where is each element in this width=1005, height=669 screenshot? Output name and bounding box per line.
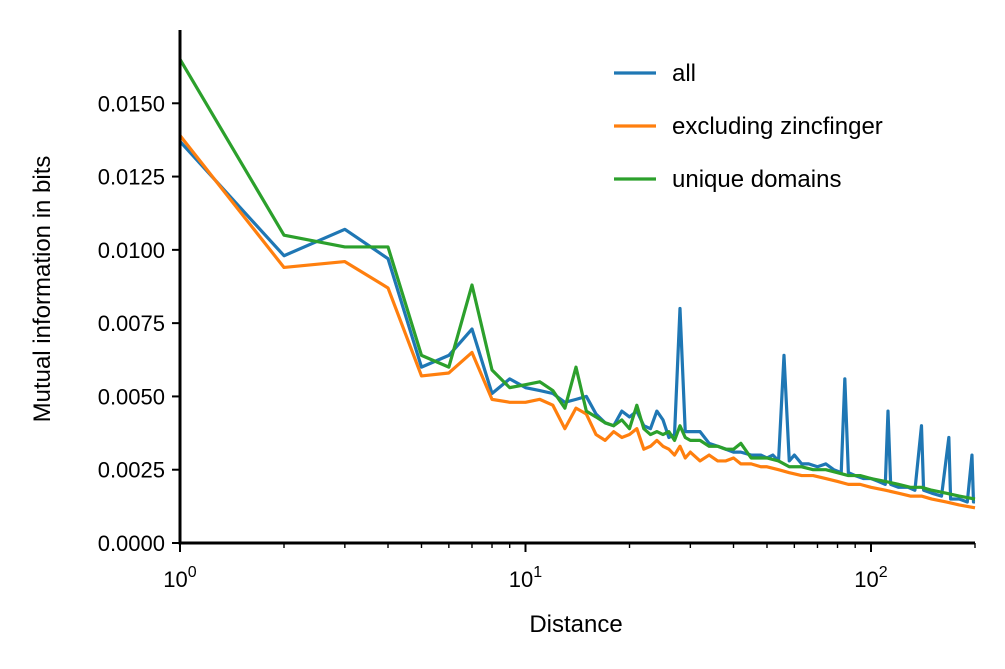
x-tick-label: 102 — [854, 564, 887, 592]
ticks-layer: 0.0000 0.0025 0.0050 0.0075 0.0100 0.0125 0.01… — [98, 91, 976, 592]
y-tick-label: 0.0125 — [98, 165, 165, 190]
series-line-1 — [178, 140, 976, 504]
x-tick-label: 100 — [163, 564, 196, 592]
legend-label: excluding zincfinger — [672, 113, 883, 140]
y-tick-label: 0.0050 — [98, 384, 165, 409]
series-line-3 — [178, 58, 976, 501]
x-axis-label: Distance — [529, 611, 622, 638]
y-tick-label: 0.0100 — [98, 238, 165, 263]
y-tick-label: 0.0075 — [98, 311, 165, 336]
series-line-2 — [178, 134, 976, 510]
y-tick-label: 0.0000 — [98, 531, 165, 556]
x-tick-label: 101 — [509, 564, 542, 592]
y-tick-label: 0.0150 — [98, 91, 165, 116]
series-layer — [178, 58, 976, 510]
legend: all excluding zincfinger unique domains — [614, 60, 883, 193]
legend-label: all — [672, 60, 696, 87]
axes-layer — [178, 30, 975, 545]
legend-label: unique domains — [672, 166, 841, 193]
y-tick-label: 0.0025 — [98, 458, 165, 483]
y-axis-label: Mutual information in bits — [29, 156, 56, 423]
